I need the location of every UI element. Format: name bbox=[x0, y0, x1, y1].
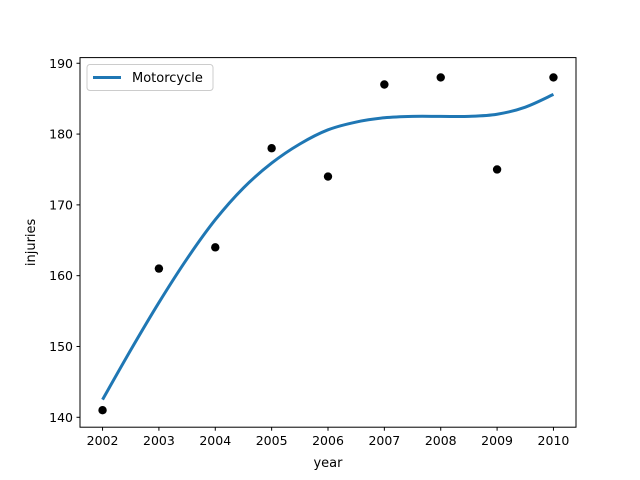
y-tick-label-140: 140 bbox=[49, 410, 73, 425]
y-tick-label-160: 160 bbox=[49, 268, 73, 283]
x-tick-label-2004: 2004 bbox=[199, 433, 231, 448]
x-tick-label-2002: 2002 bbox=[87, 433, 119, 448]
x-tick-label-2008: 2008 bbox=[425, 433, 457, 448]
x-tick-label-2009: 2009 bbox=[481, 433, 513, 448]
plot-frame bbox=[79, 57, 577, 428]
data-point-2010 bbox=[549, 73, 558, 82]
x-tick-label-2007: 2007 bbox=[368, 433, 400, 448]
x-tick-label-2003: 2003 bbox=[143, 433, 175, 448]
data-point-2004 bbox=[211, 243, 220, 252]
data-point-2007 bbox=[380, 80, 389, 89]
y-tick-label-150: 150 bbox=[49, 339, 73, 354]
data-point-2003 bbox=[154, 264, 164, 273]
y-tick-label-170: 170 bbox=[49, 197, 73, 212]
x-tick-label-2010: 2010 bbox=[538, 433, 570, 448]
data-point-2002 bbox=[98, 406, 107, 415]
y-tick-label-180: 180 bbox=[49, 127, 73, 142]
legend: Motorcycle bbox=[86, 64, 214, 91]
x-tick-label-2006: 2006 bbox=[312, 433, 344, 448]
plot-area bbox=[98, 73, 558, 415]
legend-label-motorcycle: Motorcycle bbox=[132, 71, 203, 86]
series-line-motorcycle bbox=[101, 93, 555, 401]
data-point-2005 bbox=[267, 144, 276, 153]
data-point-2009 bbox=[492, 165, 502, 174]
data-point-2006 bbox=[323, 172, 333, 181]
x-axis-label: year bbox=[313, 456, 343, 471]
data-point-2008 bbox=[436, 73, 445, 82]
y-axis: 140 150 160 170 180 190 bbox=[49, 56, 80, 425]
x-tick-label-2005: 2005 bbox=[256, 433, 288, 448]
legend-box bbox=[86, 64, 214, 91]
y-tick-label-190: 190 bbox=[49, 56, 73, 71]
y-axis-label: injuries bbox=[24, 218, 39, 266]
x-axis: 2002 2003 2004 2005 2006 2007 2008 2009 2010 bbox=[87, 427, 570, 448]
